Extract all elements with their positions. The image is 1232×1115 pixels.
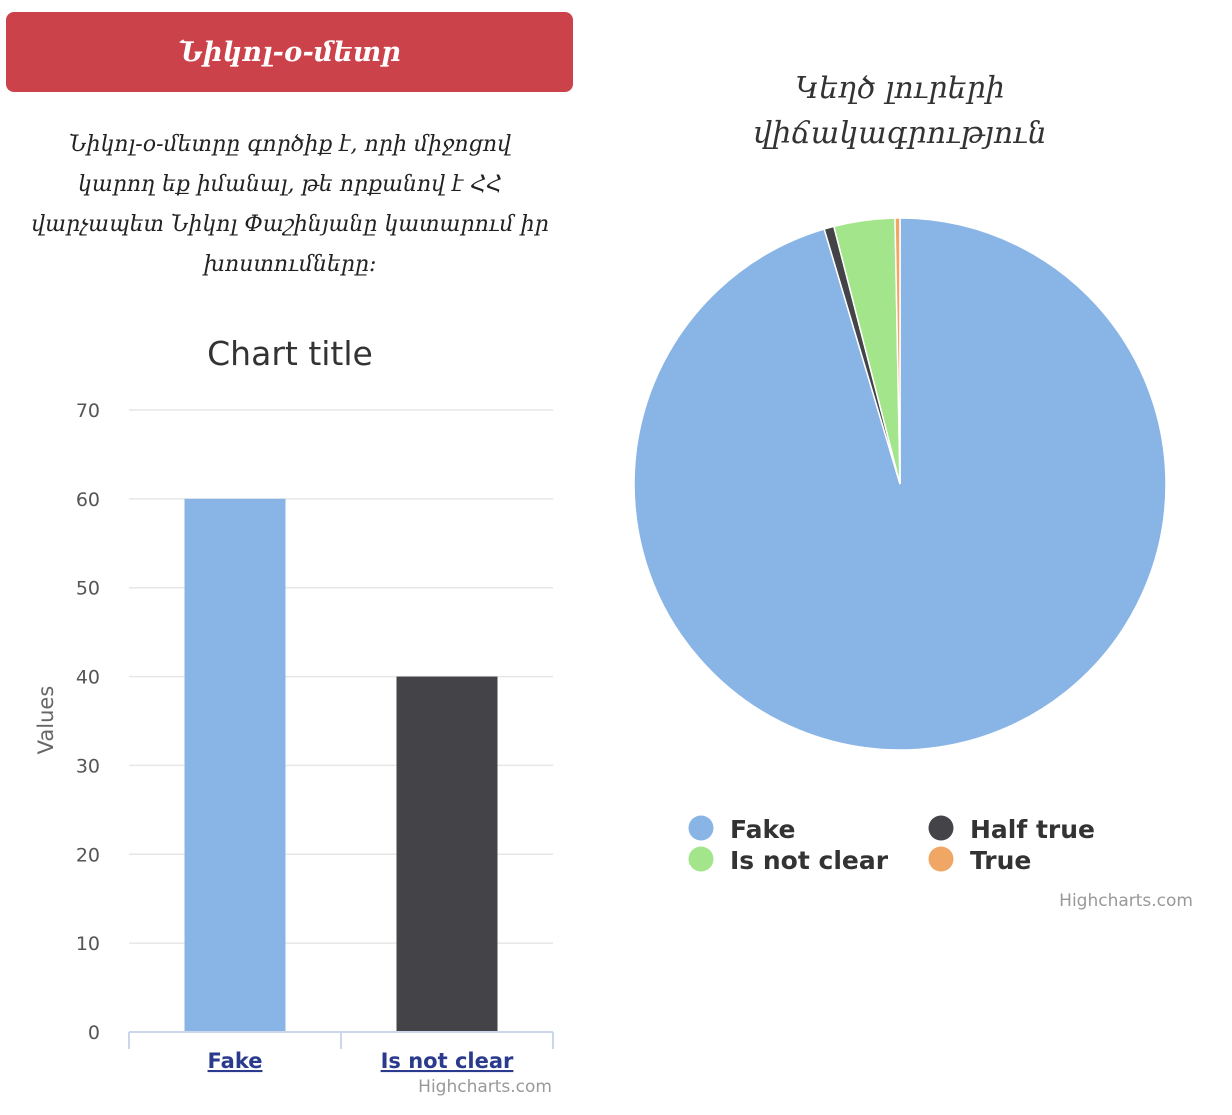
legend-marker-is-not-clear <box>688 846 714 872</box>
legend-item-true[interactable]: True <box>970 846 1031 875</box>
pie-title-line-2: վիճակագրություն <box>753 116 1047 151</box>
legend-item-fake[interactable]: Fake <box>730 815 795 844</box>
y-tick-label: 0 <box>88 1022 100 1044</box>
legend-marker-half-true <box>928 815 954 841</box>
x-category-label[interactable]: Is not clear <box>381 1049 514 1073</box>
x-category-label[interactable]: Fake <box>208 1049 263 1073</box>
y-tick-label: 20 <box>76 844 100 866</box>
y-axis-label: Values <box>34 686 58 755</box>
legend-item-half-true[interactable]: Half true <box>970 815 1095 844</box>
y-tick-label: 50 <box>76 578 100 600</box>
pie-chart-credit[interactable]: Highcharts.com <box>1059 891 1193 911</box>
bar-fake[interactable] <box>184 498 286 1032</box>
description-text: Նիկոլ-օ-մետրը գործիք է, որի միջոցով կարո… <box>31 132 549 277</box>
bar-chart-credit[interactable]: Highcharts.com <box>418 1077 552 1097</box>
pie-title-line-1: Կեղծ լուրերի <box>795 71 1005 106</box>
nikol-o-meter-button[interactable]: Նիկոլ-օ-մետր <box>6 12 573 92</box>
pie-slice-true[interactable] <box>894 217 901 485</box>
bar-is-not-clear[interactable] <box>396 676 498 1032</box>
y-tick-label: 10 <box>76 933 100 955</box>
legend-marker-fake <box>688 815 714 841</box>
y-tick-label: 30 <box>76 755 100 777</box>
y-tick-label: 60 <box>76 489 100 511</box>
y-tick-label: 40 <box>76 667 100 689</box>
bar-chart-title: Chart title <box>207 334 373 373</box>
legend-item-is-not-clear[interactable]: Is not clear <box>730 846 889 875</box>
legend-marker-true <box>928 846 954 872</box>
bar-chart: Chart title Values 0 10 20 30 40 50 60 70 Fake I… <box>34 334 554 1097</box>
y-tick-label: 70 <box>76 400 100 422</box>
